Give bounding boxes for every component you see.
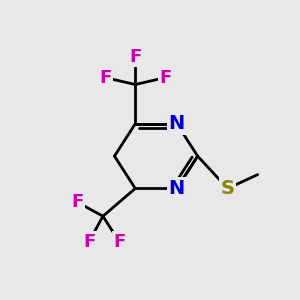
Text: S: S xyxy=(221,179,235,198)
Text: F: F xyxy=(99,69,111,87)
Text: F: F xyxy=(71,193,84,211)
Text: F: F xyxy=(113,232,125,250)
Text: N: N xyxy=(169,179,185,198)
Text: F: F xyxy=(159,69,171,87)
Text: F: F xyxy=(129,48,141,66)
Text: F: F xyxy=(83,232,95,250)
Text: N: N xyxy=(169,114,185,133)
